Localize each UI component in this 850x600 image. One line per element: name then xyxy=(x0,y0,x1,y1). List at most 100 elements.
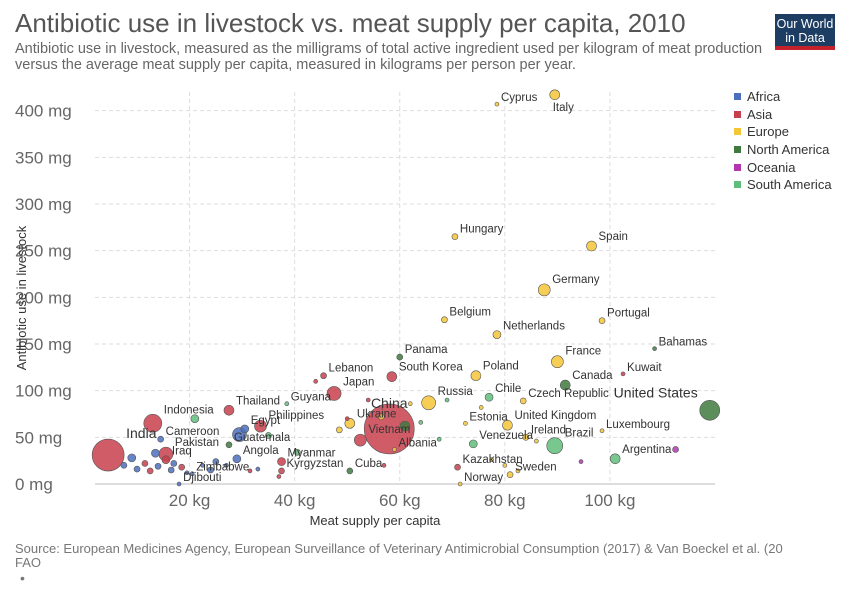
data-point[interactable] xyxy=(407,401,413,407)
legend-item[interactable]: Europe xyxy=(734,123,832,141)
data-point[interactable] xyxy=(534,438,539,444)
data-point[interactable] xyxy=(224,463,229,468)
data-point[interactable] xyxy=(184,470,190,476)
data-point[interactable] xyxy=(396,353,404,361)
data-point[interactable] xyxy=(154,462,162,470)
data-point[interactable] xyxy=(344,416,350,421)
data-point[interactable] xyxy=(586,240,597,252)
data-point[interactable] xyxy=(176,481,182,487)
data-point[interactable] xyxy=(502,463,508,468)
data-point[interactable] xyxy=(436,436,442,442)
data-point[interactable] xyxy=(225,441,233,449)
data-point[interactable] xyxy=(276,474,282,479)
data-point[interactable] xyxy=(551,355,564,369)
legend-item[interactable]: Oceania xyxy=(734,158,832,176)
data-point[interactable] xyxy=(652,346,657,351)
data-point[interactable] xyxy=(189,471,195,477)
data-point[interactable] xyxy=(284,401,290,407)
data-point[interactable] xyxy=(599,428,605,434)
scatter-plot[interactable]: 0 mg 50 mg 100 mg 150 mg 200 mg 250 mg 300 mg 3… xyxy=(0,0,850,540)
data-point[interactable] xyxy=(399,420,411,432)
data-point[interactable] xyxy=(354,433,367,447)
data-point[interactable] xyxy=(320,372,327,380)
legend-item[interactable]: North America xyxy=(734,141,832,159)
data-point[interactable] xyxy=(469,439,478,449)
data-point[interactable] xyxy=(484,392,494,402)
data-point[interactable] xyxy=(146,467,154,475)
data-point[interactable] xyxy=(313,379,318,384)
data-point[interactable] xyxy=(200,463,206,468)
data-point[interactable] xyxy=(444,397,450,403)
data-point[interactable] xyxy=(506,471,514,478)
data-point[interactable] xyxy=(537,283,551,297)
data-point[interactable] xyxy=(91,438,125,472)
data-point[interactable] xyxy=(277,457,286,466)
data-point[interactable] xyxy=(120,462,128,469)
owid-logo[interactable]: Our World in Data xyxy=(775,14,835,50)
data-point[interactable] xyxy=(478,405,484,410)
data-point[interactable] xyxy=(515,468,521,474)
data-point[interactable] xyxy=(143,414,163,433)
data-point[interactable] xyxy=(363,403,415,455)
data-point[interactable] xyxy=(346,467,354,475)
point-label: Cuba xyxy=(355,458,383,470)
data-point[interactable] xyxy=(133,465,141,473)
data-point[interactable] xyxy=(457,481,463,487)
data-point[interactable] xyxy=(470,370,482,382)
data-point[interactable] xyxy=(326,386,342,401)
data-point[interactable] xyxy=(489,457,494,463)
data-point[interactable] xyxy=(336,426,343,434)
data-point[interactable] xyxy=(247,468,253,474)
data-point[interactable] xyxy=(255,466,261,472)
point-label: United States xyxy=(614,384,698,400)
data-point[interactable] xyxy=(161,455,171,465)
data-point[interactable] xyxy=(598,317,606,324)
data-point[interactable] xyxy=(170,460,178,467)
data-point[interactable] xyxy=(441,316,448,324)
data-point[interactable] xyxy=(559,379,571,391)
legend-item[interactable]: Asia xyxy=(734,106,832,124)
data-point[interactable] xyxy=(381,463,387,468)
data-point[interactable] xyxy=(178,463,185,471)
data-point[interactable] xyxy=(207,466,214,474)
data-point[interactable] xyxy=(494,101,500,107)
data-point[interactable] xyxy=(451,233,459,240)
data-point[interactable] xyxy=(223,404,235,416)
legend-item[interactable]: Africa xyxy=(734,88,832,106)
data-point[interactable] xyxy=(463,421,468,426)
data-point[interactable] xyxy=(620,371,626,377)
data-point[interactable] xyxy=(232,454,242,464)
data-point[interactable] xyxy=(672,446,679,453)
data-point[interactable] xyxy=(546,437,564,455)
data-point[interactable] xyxy=(578,459,584,464)
data-point[interactable] xyxy=(365,397,371,403)
data-point[interactable] xyxy=(265,432,272,439)
point-label: India xyxy=(126,425,157,441)
data-point[interactable] xyxy=(699,399,721,421)
data-point[interactable] xyxy=(519,397,527,405)
data-point[interactable] xyxy=(141,460,149,467)
data-point[interactable] xyxy=(421,395,436,411)
data-point[interactable] xyxy=(418,420,424,425)
data-point[interactable] xyxy=(190,414,200,423)
data-point[interactable] xyxy=(278,467,285,475)
data-point[interactable] xyxy=(392,447,397,452)
data-point[interactable] xyxy=(151,448,160,458)
data-point[interactable] xyxy=(609,453,621,465)
legend-item[interactable]: South America xyxy=(734,176,832,194)
data-point[interactable] xyxy=(212,458,220,465)
data-point[interactable] xyxy=(378,413,385,421)
data-point[interactable] xyxy=(240,424,250,434)
legend-label: Oceania xyxy=(747,159,796,175)
data-point[interactable] xyxy=(502,419,513,431)
data-point[interactable] xyxy=(167,466,175,474)
data-point[interactable] xyxy=(492,330,502,339)
data-point[interactable] xyxy=(127,453,137,463)
data-point[interactable] xyxy=(522,434,530,441)
data-point[interactable] xyxy=(157,435,164,443)
data-point[interactable] xyxy=(386,371,398,382)
data-point[interactable] xyxy=(293,448,301,456)
data-point[interactable] xyxy=(254,419,267,433)
data-point[interactable] xyxy=(549,89,561,101)
data-point[interactable] xyxy=(454,463,461,471)
